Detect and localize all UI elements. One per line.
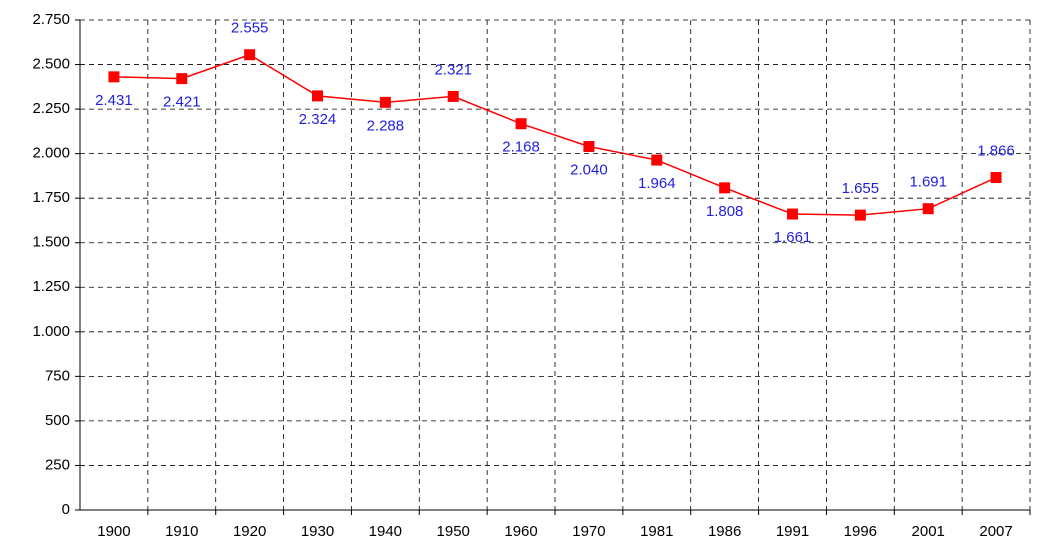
x-tick-label: 1920 [233, 523, 266, 540]
y-tick-label: 0 [62, 501, 70, 518]
y-tick-label: 1.000 [32, 323, 70, 340]
marker [108, 71, 120, 83]
marker [651, 154, 663, 166]
line [113, 53, 997, 216]
x-tick-label: 1970 [572, 523, 605, 540]
marker [312, 90, 323, 102]
x-tick-label: 1900 [97, 523, 130, 540]
data-label: 1.655 [842, 180, 880, 197]
marker [990, 172, 1002, 184]
y-tick-label: 2.750 [32, 11, 70, 28]
y-tick-label: 2.500 [32, 56, 70, 73]
data-label: 1.866 [977, 142, 1015, 159]
y-tick-label: 2.000 [32, 145, 70, 162]
data-label: 2.421 [163, 94, 201, 111]
data-label: 1.661 [774, 229, 812, 246]
y-tick-label: 1.750 [32, 189, 70, 206]
x-tick-label: 2001 [912, 523, 945, 540]
x-tick-label: 1981 [640, 523, 673, 540]
data-label: 2.324 [299, 111, 337, 128]
data-label: 1.691 [909, 174, 947, 191]
data-label: 2.321 [434, 61, 472, 78]
data-label: 1.808 [706, 203, 744, 220]
data-label: 2.168 [502, 139, 540, 156]
marker [244, 49, 256, 61]
x-tick-label: 1986 [708, 523, 741, 540]
y-tick-label: 1.250 [32, 278, 70, 295]
marker [787, 208, 798, 220]
x-tick-label: 1950 [437, 523, 470, 540]
x-tick-label: 1930 [301, 523, 334, 540]
marker [922, 203, 934, 215]
marker [719, 182, 731, 194]
marker [379, 96, 391, 108]
marker [854, 209, 866, 221]
y-tick-label: 2.250 [32, 100, 70, 117]
x-tick-label: 1991 [776, 523, 809, 540]
data-label: 2.040 [570, 161, 608, 178]
x-tick-label: 2007 [979, 523, 1012, 540]
data-label: 2.431 [95, 92, 133, 109]
x-tick-label: 1910 [165, 523, 198, 540]
y-tick-label: 250 [45, 456, 70, 473]
marker [447, 90, 459, 102]
data-label: 2.288 [367, 117, 405, 134]
y-tick-label: 500 [45, 412, 70, 429]
marker [583, 141, 595, 153]
x-tick-label: 1960 [504, 523, 537, 540]
x-tick-label: 1940 [369, 523, 402, 540]
data-label: 2.555 [231, 20, 269, 37]
marker [176, 73, 188, 85]
marker [515, 118, 527, 130]
y-tick-label: 750 [45, 367, 70, 384]
x-tick-label: 1996 [844, 523, 877, 540]
data-label: 1.964 [638, 175, 676, 192]
y-tick-label: 1.500 [32, 234, 70, 251]
